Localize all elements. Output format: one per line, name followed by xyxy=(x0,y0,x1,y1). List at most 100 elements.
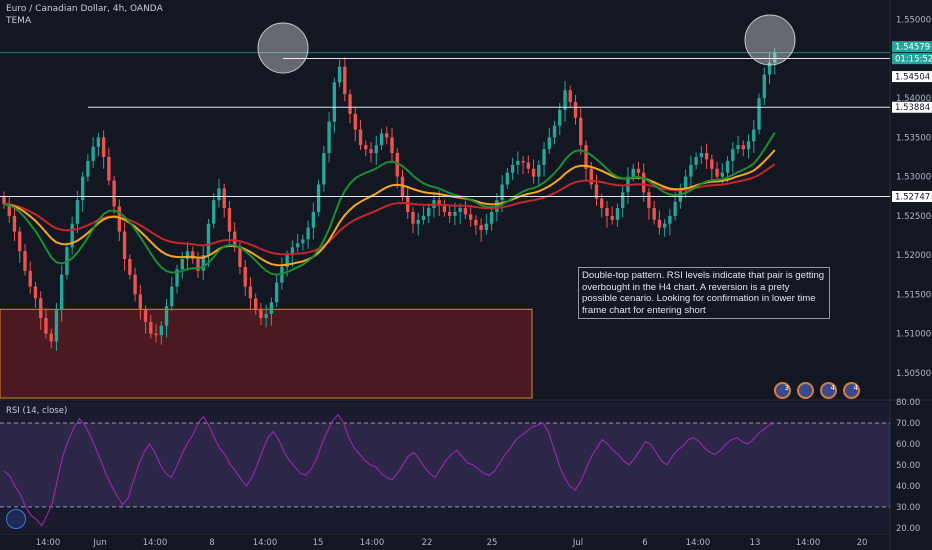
event-icon[interactable]: 4 xyxy=(820,382,837,399)
candle-body xyxy=(762,74,766,99)
candle-body xyxy=(689,164,693,177)
candle-body xyxy=(584,145,588,169)
candle-body xyxy=(12,215,17,232)
candle-body xyxy=(531,168,536,177)
candle-body xyxy=(479,225,483,231)
event-icons: 3 4 4 xyxy=(774,382,860,399)
candle-body xyxy=(484,223,489,231)
time-tick-label: 14:00 xyxy=(360,538,385,548)
candle-body xyxy=(427,208,431,216)
indicator-label: TEMA xyxy=(6,16,32,26)
candle-body xyxy=(683,176,688,189)
candle-body xyxy=(238,247,242,267)
candle-body xyxy=(526,162,531,169)
candle-body xyxy=(657,219,662,228)
candle-body xyxy=(364,145,368,150)
candle-body xyxy=(500,184,504,201)
rsi-panel xyxy=(0,402,890,532)
candle-body xyxy=(2,196,6,205)
rsi-tick-label: 20.00 xyxy=(896,524,920,534)
candle-body xyxy=(641,172,646,193)
candle-body xyxy=(180,259,184,270)
candle-body xyxy=(563,90,567,110)
candle-body xyxy=(395,153,399,177)
candle-body xyxy=(311,211,316,228)
candle-body xyxy=(33,286,38,299)
event-icon[interactable]: 4 xyxy=(843,382,860,399)
candle-body xyxy=(149,321,153,334)
candle-body xyxy=(154,333,158,336)
candle-body xyxy=(117,206,122,232)
candle-body xyxy=(621,192,625,209)
candle-body xyxy=(715,168,719,177)
candle-body xyxy=(673,201,677,216)
candle-body xyxy=(600,198,604,209)
candle-body xyxy=(579,117,583,146)
candle-body xyxy=(86,160,90,177)
candle-body xyxy=(327,121,331,154)
rsi-tick-label: 70.00 xyxy=(896,419,920,429)
rsi-tick-label: 30.00 xyxy=(896,503,920,513)
price-tick-label: 1.51500 xyxy=(896,290,931,300)
candle-body xyxy=(589,168,593,185)
candle-body xyxy=(101,137,106,158)
candle-body xyxy=(343,66,347,95)
candle-body xyxy=(54,310,59,342)
price-tick-label: 1.52000 xyxy=(896,251,931,261)
candle-body xyxy=(453,211,457,216)
candle-body xyxy=(447,211,452,216)
rsi-title: RSI (14, close) xyxy=(6,406,68,416)
candle-body xyxy=(631,168,635,177)
candle-body xyxy=(128,259,132,275)
countdown-label: 01:15:52 xyxy=(895,55,932,65)
candle-body xyxy=(741,145,745,150)
candle-body xyxy=(264,314,268,318)
candle-body xyxy=(615,208,620,220)
level-label: 1.53884 xyxy=(895,103,930,113)
candle-body xyxy=(243,266,247,287)
candle-body xyxy=(316,184,321,212)
event-icon[interactable]: 3 xyxy=(774,382,791,399)
candle-body xyxy=(133,274,137,295)
time-tick-label: 15 xyxy=(313,538,324,548)
candle-body xyxy=(710,159,714,169)
price-tick-label: 1.54000 xyxy=(896,94,931,104)
candle-body xyxy=(694,157,698,165)
candle-body xyxy=(647,192,651,209)
symbol-title: Euro / Canadian Dollar, 4h, OANDA xyxy=(6,4,163,14)
time-tick-label: Jun xyxy=(92,538,106,548)
candle-body xyxy=(80,176,85,201)
candle-body xyxy=(248,286,253,299)
candle-body xyxy=(510,164,515,173)
time-tick-label: 13 xyxy=(750,538,761,548)
candle-body xyxy=(505,172,510,185)
candle-body xyxy=(636,168,641,173)
tradingview-logo-icon[interactable] xyxy=(6,509,26,529)
candle-body xyxy=(59,274,64,311)
candle-body xyxy=(96,137,101,147)
level-label-bg xyxy=(892,71,932,83)
time-tick-label: 14:00 xyxy=(686,538,711,548)
last-price-label-bg xyxy=(892,41,932,53)
candle-body xyxy=(222,188,226,209)
time-tick-label: 14:00 xyxy=(36,538,61,548)
candle-body xyxy=(736,145,740,150)
candle-body xyxy=(49,333,53,342)
level-label: 1.54504 xyxy=(895,73,930,83)
countdown-label-bg xyxy=(892,53,932,65)
candle-body xyxy=(191,251,195,260)
candle-body xyxy=(379,133,384,146)
event-icon[interactable] xyxy=(797,382,814,399)
candle-body xyxy=(704,153,709,160)
time-tick-label: 6 xyxy=(642,538,647,548)
candle-body xyxy=(175,269,179,287)
level-label-bg xyxy=(892,190,932,202)
candle-body xyxy=(547,137,551,150)
candle-body xyxy=(253,298,258,311)
candle-body xyxy=(773,52,777,63)
candle-body xyxy=(91,146,95,161)
candle-body xyxy=(196,259,200,271)
candle-body xyxy=(39,298,43,318)
candle-body xyxy=(699,153,704,158)
